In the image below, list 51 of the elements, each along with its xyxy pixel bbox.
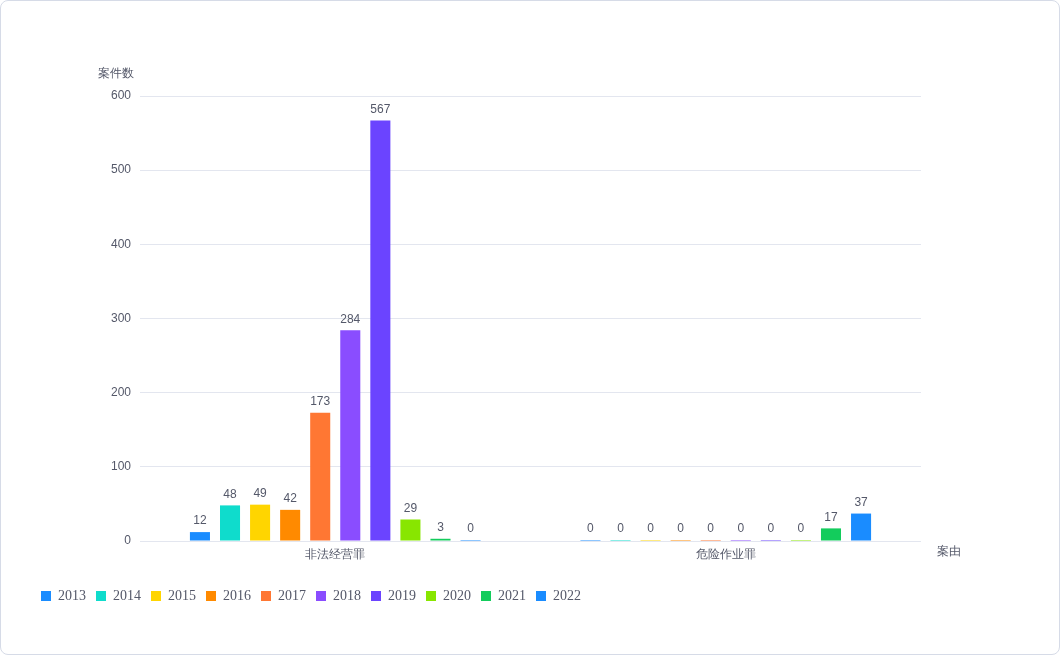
- x-tick-label: 非法经营罪: [305, 546, 366, 561]
- data-label: 37: [854, 494, 869, 509]
- data-label: 29: [403, 500, 418, 515]
- y-tick-label: 200: [110, 384, 132, 399]
- y-tick-label: 500: [110, 162, 132, 177]
- bar: [250, 504, 271, 541]
- bar: [280, 509, 301, 541]
- data-label: 0: [617, 521, 625, 536]
- y-tick-label: 100: [110, 459, 132, 474]
- data-label: 3: [437, 520, 445, 535]
- y-tick-label: 400: [110, 236, 132, 251]
- bar: [219, 505, 241, 541]
- y-tick-label: 600: [110, 88, 132, 103]
- data-label: 48: [223, 486, 237, 501]
- data-label: 0: [677, 521, 685, 536]
- data-label: 0: [707, 521, 715, 536]
- bar: [189, 532, 210, 541]
- y-tick-label: 0: [124, 533, 132, 548]
- bar: [340, 330, 361, 541]
- data-label: 567: [370, 101, 391, 116]
- y-axis-title: 案件数: [98, 66, 134, 81]
- y-tick-label: 300: [110, 310, 132, 325]
- bar: [820, 528, 842, 541]
- data-label: 17: [824, 509, 838, 524]
- data-label: 0: [767, 521, 775, 536]
- data-label: 284: [340, 311, 361, 326]
- data-label: 0: [587, 521, 595, 536]
- data-label: 0: [737, 521, 745, 536]
- legend-label: 2015: [168, 587, 196, 603]
- legend-label: 2017: [278, 587, 306, 603]
- bar: [851, 513, 872, 541]
- data-label: 0: [797, 521, 805, 536]
- legend-label: 2016: [223, 587, 251, 603]
- data-label: 12: [193, 513, 207, 528]
- bar: [400, 519, 421, 541]
- data-label: 49: [253, 485, 268, 500]
- x-axis-title: 案由: [937, 544, 961, 559]
- bar: [310, 412, 331, 541]
- x-tick-label: 危险作业罪: [695, 546, 756, 561]
- data-label: 173: [310, 394, 331, 408]
- legend-label: 2018: [333, 587, 361, 603]
- data-label: 0: [467, 521, 475, 536]
- bar: [370, 120, 391, 541]
- legend-label: 2014: [113, 587, 141, 603]
- legend-label: 2022: [553, 587, 581, 603]
- data-label: 42: [283, 491, 298, 506]
- legend-label: 2019: [388, 587, 416, 603]
- legend-label: 2013: [58, 587, 86, 603]
- data-label: 0: [647, 521, 655, 536]
- legend-label: 2020: [443, 587, 471, 603]
- legend-label: 2021: [498, 587, 526, 603]
